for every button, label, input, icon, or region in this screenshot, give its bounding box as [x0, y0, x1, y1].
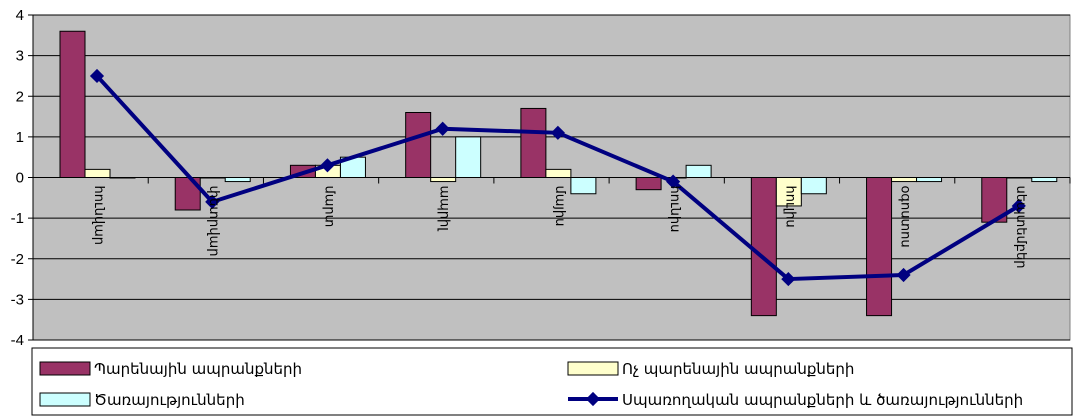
x-tick-label: ապրիլ: [437, 186, 452, 232]
legend-label-consumer: Սպառողական ապրանքների և ծառայությունների: [622, 391, 1023, 409]
x-tick-label: սեպտեմբեր: [1013, 186, 1028, 269]
bar: [750, 177, 777, 317]
category-labels: հունվար փետրվար մարտ ապրիլ մայիս հունիս հուլիս…: [91, 186, 1028, 269]
y-tick-label: -1: [11, 210, 24, 227]
legend-swatch-consumer-marker: [585, 391, 601, 407]
series-point: [781, 271, 796, 287]
bar: [520, 107, 547, 178]
series-point: [896, 267, 911, 283]
bar: [430, 177, 457, 183]
y-tick-label: 2: [16, 88, 24, 105]
x-tick-label: փետրվար: [206, 186, 221, 257]
y-axis: 4 3 2 1 0 -1 -2 -3 -4: [11, 7, 34, 349]
series-point: [205, 194, 220, 209]
bar: [916, 177, 943, 183]
legend-label-services: Ծառայությունների: [94, 391, 245, 409]
bar: [635, 177, 662, 191]
line-series: [89, 68, 1026, 287]
legend-label-nonfood: Ոչ պարենային ապրանքների: [622, 360, 854, 378]
bar: [685, 164, 712, 178]
legend-swatch-services: [39, 392, 91, 407]
bar: [775, 177, 802, 207]
legend-label-food: Պարենային ապրանքների: [94, 360, 302, 378]
y-tick-label: 1: [16, 129, 24, 146]
bar: [174, 177, 201, 211]
series-point: [550, 125, 565, 140]
bar: [455, 136, 482, 178]
y-tick-label: -3: [11, 291, 24, 308]
legend-frame: [31, 347, 1073, 416]
x-tick-label: օգոստոս: [898, 186, 913, 248]
legend-swatch-nonfood: [567, 361, 619, 376]
series-point: [666, 174, 681, 189]
bar: [59, 30, 86, 178]
bars: [59, 30, 1058, 317]
x-tick-label: հունվար: [91, 186, 106, 246]
bar: [891, 177, 918, 183]
y-tick-label: -2: [11, 251, 24, 268]
y-tick-label: -4: [11, 332, 24, 349]
bar: [84, 168, 111, 178]
x-tick-label: հուլիս: [782, 186, 797, 228]
series-point: [1011, 198, 1026, 214]
legend-swatch-food: [39, 361, 91, 376]
legend: Պարենային ապրանքների Ոչ պարենային ապրանք…: [31, 347, 1073, 416]
y-tick-label: 0: [16, 170, 24, 187]
bar: [1031, 177, 1058, 183]
bar: [800, 177, 827, 195]
y-tick-label: 4: [16, 7, 24, 24]
bar: [866, 177, 893, 317]
series-point: [320, 158, 335, 173]
series-point: [435, 121, 450, 136]
bar: [224, 177, 251, 183]
x-tick-label: մարտ: [321, 186, 336, 228]
bar: [405, 112, 432, 178]
bar: [570, 177, 597, 195]
x-tick-label: մայիս: [552, 186, 567, 227]
bar: [545, 168, 572, 178]
x-tick-label: հունիս: [667, 186, 682, 233]
gridlines: [33, 14, 1070, 341]
y-tick-label: 3: [16, 48, 24, 65]
